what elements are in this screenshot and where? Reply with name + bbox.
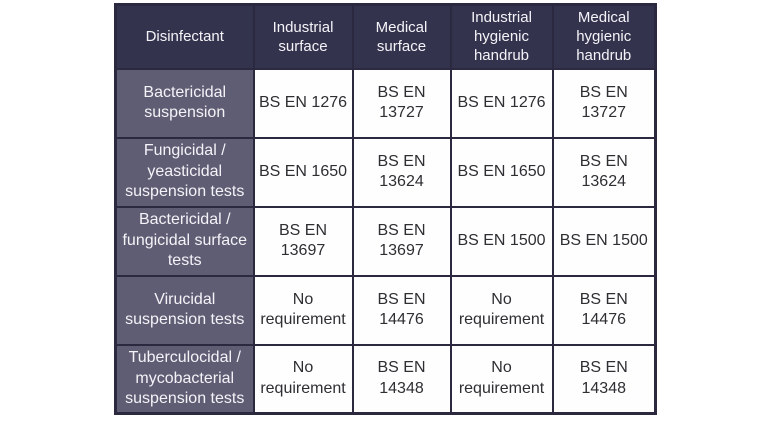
table-cell: BS EN 1500 — [551, 205, 657, 277]
table-row-bactericidal-fungicidal-surface: Bactericidal / fungicidal surface tests … — [114, 205, 657, 277]
table-cell: BS EN 1500 — [449, 205, 554, 277]
table-cell: BS EN 13727 — [351, 67, 452, 139]
header-cell-disinfectant: Disinfectant — [114, 3, 255, 70]
table-cell: No requirement — [449, 274, 554, 346]
table-cell: No requirement — [449, 343, 554, 415]
table-cell: BS EN 14476 — [351, 274, 452, 346]
table-cell: BS EN 13697 — [252, 205, 354, 277]
table-cell: BS EN 13624 — [351, 136, 452, 208]
row-label-virucidal: Virucidal suspension tests — [114, 274, 255, 346]
table-cell: BS EN 1650 — [252, 136, 354, 208]
row-label-bactericidal-suspension: Bactericidal suspension — [114, 67, 255, 139]
table-cell: BS EN 13697 — [351, 205, 452, 277]
table-cell: No requirement — [252, 274, 354, 346]
table-cell: No requirement — [252, 343, 354, 415]
table-cell: BS EN 13624 — [551, 136, 657, 208]
table-cell: BS EN 1650 — [449, 136, 554, 208]
header-cell-industrial-surface: Industrial surface — [252, 3, 354, 70]
row-label-tuberculocidal-mycobacterial: Tuberculocidal / mycobacterial suspensio… — [114, 343, 255, 415]
header-cell-medical-surface: Medical surface — [351, 3, 452, 70]
table-row-fungicidal-yeasticidal: Fungicidal / yeasticidal suspension test… — [114, 136, 657, 208]
row-label-bactericidal-fungicidal-surface: Bactericidal / fungicidal surface tests — [114, 205, 255, 277]
header-cell-medical-hygienic-handrub: Medical hygienic handrub — [551, 3, 657, 70]
disinfectant-standards-table: Disinfectant Industrial surface Medical … — [114, 3, 657, 416]
table-cell: BS EN 14348 — [551, 343, 657, 415]
table-cell: BS EN 13727 — [551, 67, 657, 139]
table-row-virucidal: Virucidal suspension tests No requiremen… — [114, 274, 657, 346]
table-header-row: Disinfectant Industrial surface Medical … — [114, 3, 657, 70]
header-cell-industrial-hygienic-handrub: Industrial hygienic handrub — [449, 3, 554, 70]
table-row-bactericidal-suspension: Bactericidal suspension BS EN 1276 BS EN… — [114, 67, 657, 139]
row-label-fungicidal-yeasticidal: Fungicidal / yeasticidal suspension test… — [114, 136, 255, 208]
table-cell: BS EN 14476 — [551, 274, 657, 346]
page: Disinfectant Industrial surface Medical … — [0, 3, 768, 432]
table-cell: BS EN 14348 — [351, 343, 452, 415]
table-row-tuberculocidal-mycobacterial: Tuberculocidal / mycobacterial suspensio… — [114, 343, 657, 415]
table-cell: BS EN 1276 — [252, 67, 354, 139]
table-cell: BS EN 1276 — [449, 67, 554, 139]
